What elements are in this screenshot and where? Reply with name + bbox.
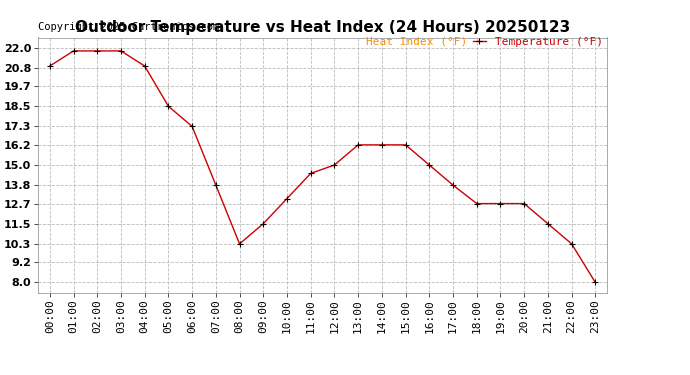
Legend: Heat Index (°F), Temperature (°F): Heat Index (°F), Temperature (°F) — [339, 32, 607, 51]
Title: Outdoor Temperature vs Heat Index (24 Hours) 20250123: Outdoor Temperature vs Heat Index (24 Ho… — [75, 20, 570, 35]
Text: Copyright 2025 Curtronics.com: Copyright 2025 Curtronics.com — [38, 22, 219, 32]
